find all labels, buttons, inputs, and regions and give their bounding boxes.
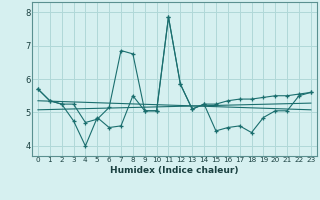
X-axis label: Humidex (Indice chaleur): Humidex (Indice chaleur) [110, 166, 239, 175]
